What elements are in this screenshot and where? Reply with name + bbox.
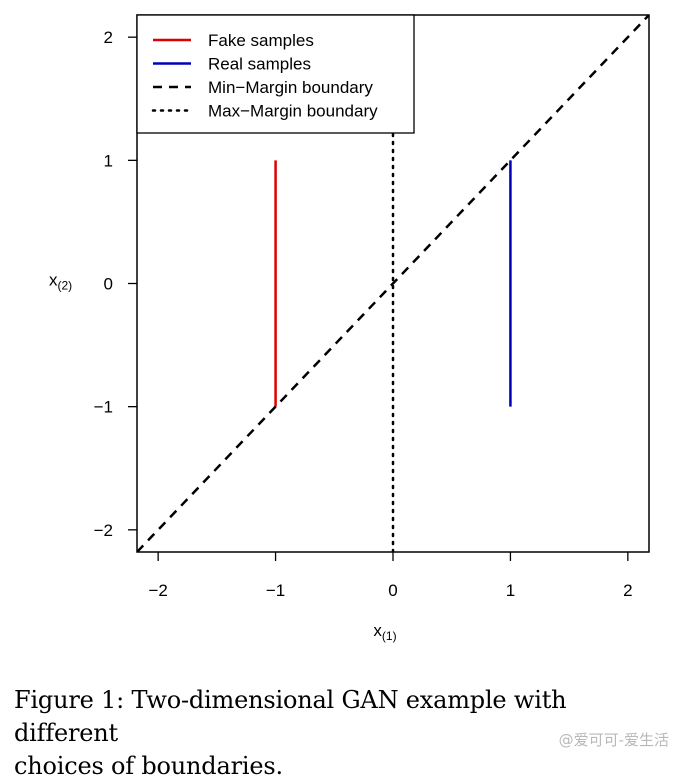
y-axis-label: x(2) [49,271,72,293]
x-tick-label: 1 [506,581,515,600]
x-axis-label: x(1) [373,621,396,643]
y-tick-label: −2 [94,521,113,540]
legend-label-1: Fake samples [208,31,314,50]
legend-label-3: Min−Margin boundary [208,78,373,97]
x-tick-label: 2 [623,581,632,600]
legend: Fake samples Real samples Min−Margin bound… [136,14,415,134]
y-tick-label: 2 [104,28,113,47]
legend-label-2: Real samples [208,55,311,74]
x-tick-label: −2 [148,581,167,600]
y-tick-label: 1 [104,151,113,170]
series-line-3 [137,15,649,552]
y-tick-label: 0 [104,275,113,294]
x-tick-label: −1 [266,581,285,600]
x-tick-label: 0 [388,581,397,600]
watermark-text: @爱可可-爱生活 [558,731,669,749]
legend-label-4: Max−Margin boundary [208,102,378,121]
y-axis-label-main: x [49,271,58,290]
legend-box [136,14,415,134]
x-axis-label-subscript: (1) [382,629,397,643]
x-axis-label-main: x [373,621,382,640]
caption-line-1: Figure 1: Two-dimensional GAN example wi… [14,686,567,747]
caption-line-2: choices of boundaries. [14,752,283,780]
y-axis-label-subscript: (2) [58,279,73,293]
y-tick-label: −1 [94,398,113,417]
